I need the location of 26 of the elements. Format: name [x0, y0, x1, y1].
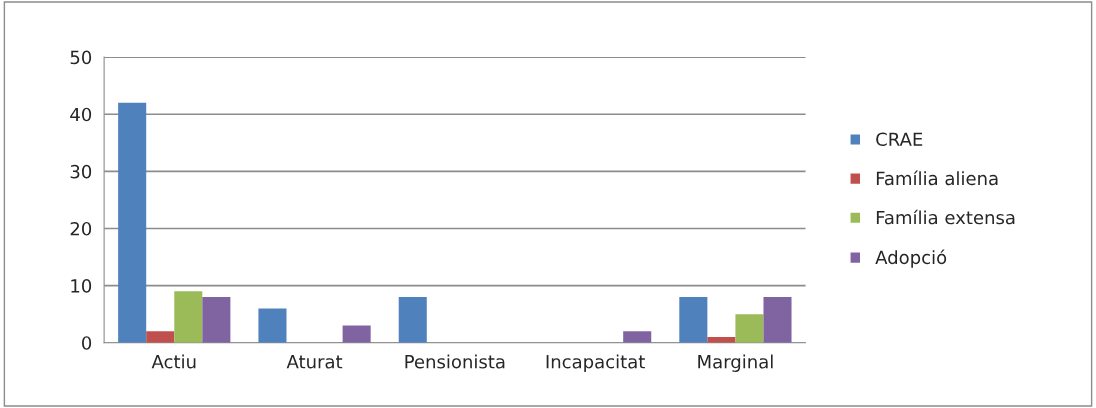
x-tick-label: Pensionista [405, 354, 505, 369]
bar [735, 314, 764, 343]
bar [623, 331, 652, 343]
legend-label: Adopció [875, 249, 947, 268]
bar [202, 297, 231, 343]
y-tick-label: 20 [70, 221, 92, 236]
bar [763, 297, 792, 343]
bar [342, 325, 371, 343]
legend-label: Família extensa [876, 209, 1015, 225]
x-tick-label: Marginal [698, 354, 773, 372]
y-tick-label: 10 [71, 279, 92, 293]
legend-label: CRAE [876, 132, 923, 147]
y-tick-label: 0 [82, 336, 92, 350]
y-tick-label: 30 [70, 164, 92, 179]
x-tick-label: Actiu [151, 354, 196, 369]
y-tick-label: 40 [70, 107, 92, 122]
bar [174, 291, 203, 343]
legend-label: Família aliena [876, 170, 998, 186]
x-tick-label: Aturat [286, 355, 343, 369]
bar [118, 102, 147, 343]
bar [258, 308, 287, 343]
x-tick-label: Incapacitat [546, 354, 645, 372]
bar [146, 331, 175, 343]
bar [679, 297, 708, 343]
y-tick-label: 50 [70, 50, 92, 65]
bar [398, 297, 427, 343]
